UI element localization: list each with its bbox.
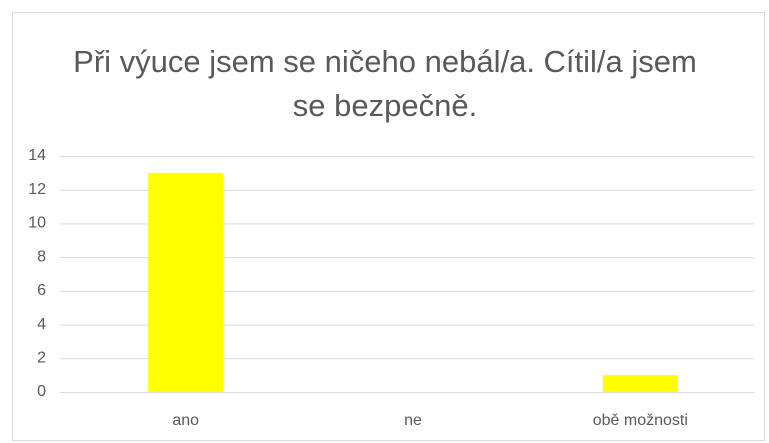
y-tick-label: 8 bbox=[37, 248, 46, 265]
y-tick-label: 0 bbox=[37, 383, 46, 400]
chart-title: Při výuce jsem se ničeho nebál/a. Cítil/… bbox=[73, 44, 697, 123]
y-tick-label: 6 bbox=[37, 282, 46, 299]
y-tick-label: 2 bbox=[37, 350, 46, 367]
bar bbox=[602, 375, 678, 392]
y-tick-label: 12 bbox=[28, 181, 46, 198]
x-tick-label: ne bbox=[404, 412, 422, 429]
x-tick-label: ano bbox=[172, 412, 199, 429]
y-tick-label: 4 bbox=[37, 316, 46, 333]
chart-border bbox=[12, 12, 765, 441]
y-tick-label: 10 bbox=[28, 215, 46, 232]
x-tick-label: obě možnosti bbox=[593, 412, 688, 429]
bar bbox=[148, 172, 224, 392]
y-tick-label: 14 bbox=[28, 147, 46, 164]
